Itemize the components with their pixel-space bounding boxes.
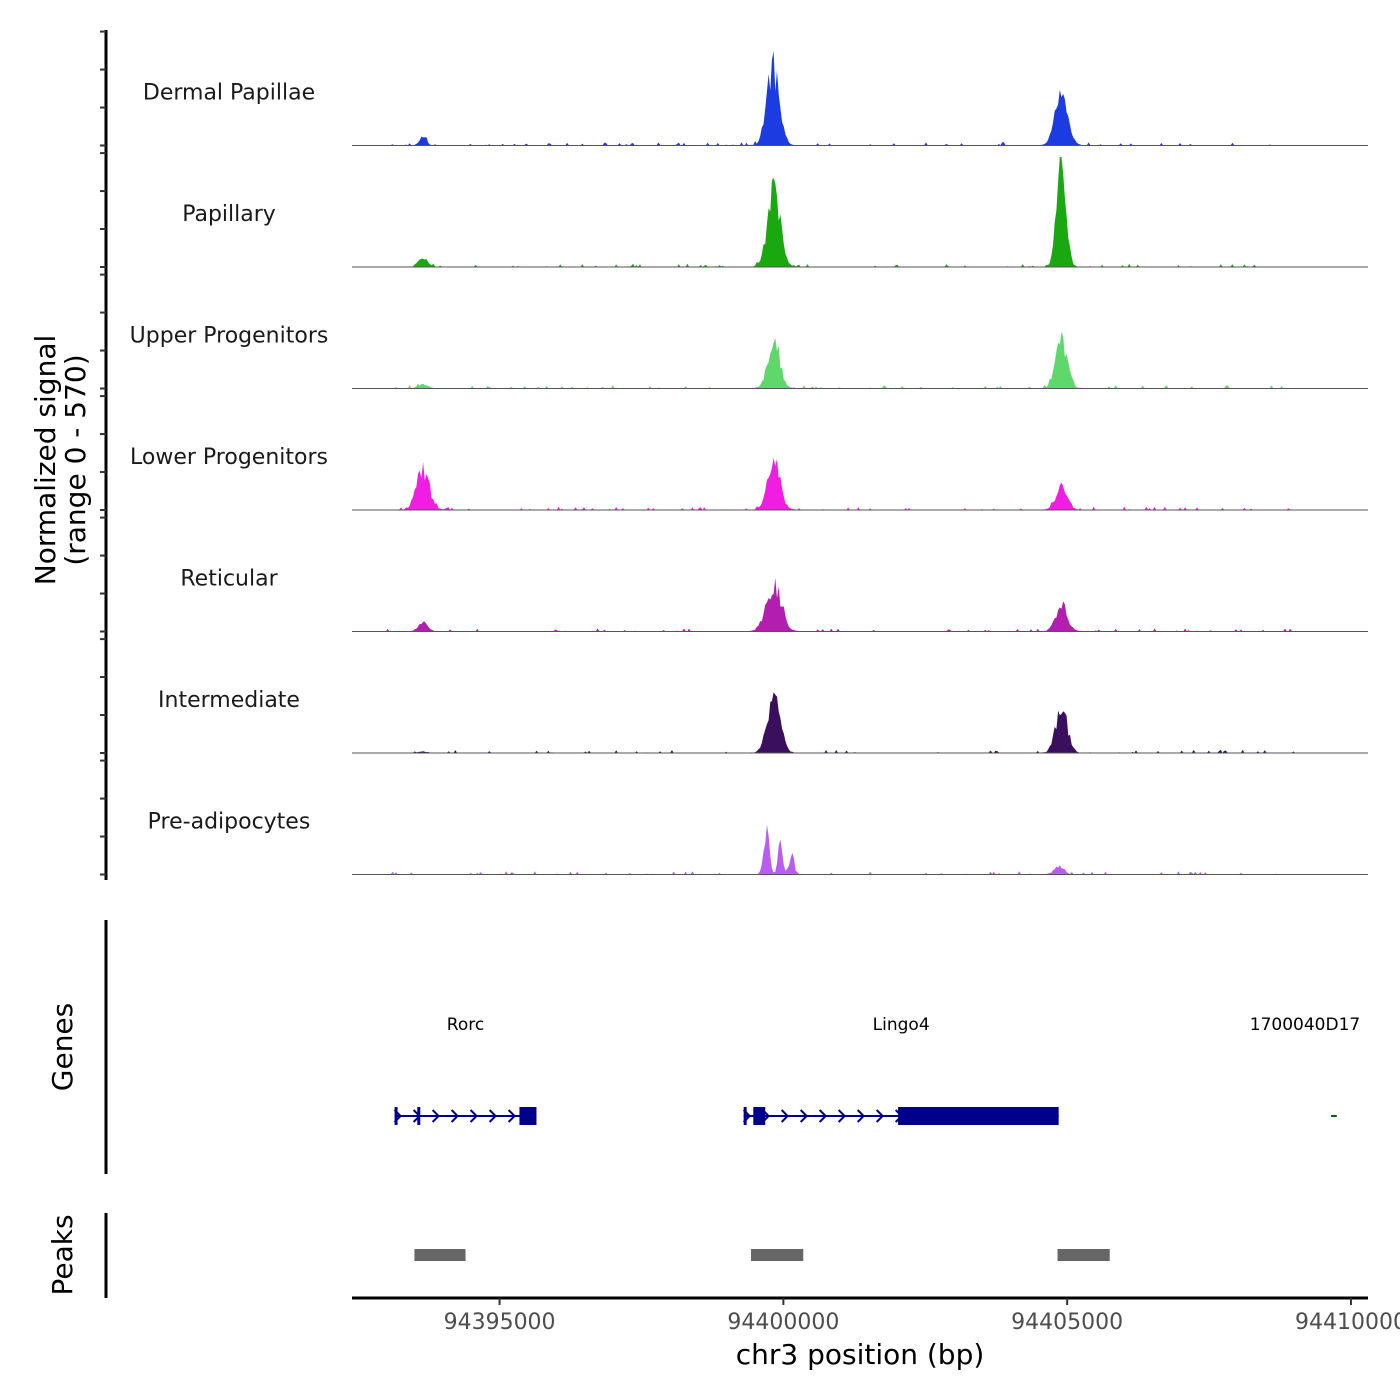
track-signal-area: [352, 157, 1368, 267]
gene-label: Rorc: [447, 1015, 484, 1035]
peaks-panel: Peaks: [46, 1213, 1110, 1298]
track-signal-area: [352, 578, 1368, 632]
x-tick-label: 94410000: [1295, 1310, 1400, 1335]
gene-label: 1700040D17: [1250, 1015, 1360, 1035]
track-pre-adipocytes: Pre-adipocytes: [148, 810, 1368, 875]
track-signal-area: [352, 51, 1368, 146]
track-signal-area: [352, 331, 1368, 389]
strand-chevron: [507, 1109, 516, 1123]
track-label: Reticular: [180, 567, 278, 592]
genes-panel-label: Genes: [46, 1003, 79, 1091]
strand-chevron: [856, 1109, 866, 1123]
track-intermediate: Intermediate: [158, 688, 1368, 754]
genes-panel: Genes Rorc Lingo4 1700040D17: [46, 920, 1360, 1174]
strand-chevron: [818, 1109, 828, 1123]
peak-region-bar: [1057, 1249, 1110, 1261]
gene-exon: [743, 1107, 747, 1125]
track-dermal-papillae: Dermal Papillae: [143, 51, 1368, 146]
gene-label: Lingo4: [873, 1015, 930, 1035]
track-reticular: Reticular: [180, 567, 1368, 632]
y-axis-title-line2: (range 0 - 570): [59, 354, 92, 565]
track-signal-area: [352, 457, 1368, 510]
strand-chevron: [799, 1109, 809, 1123]
gene-rorc: Rorc: [393, 1015, 537, 1125]
gene-exon: [394, 1107, 398, 1125]
strand-chevron: [780, 1109, 790, 1123]
peak-region-bar: [751, 1249, 804, 1261]
gene-models: Rorc Lingo4 1700040D17: [393, 1015, 1360, 1125]
track-signal-area: [352, 824, 1368, 875]
peak-region-bar: [414, 1249, 466, 1261]
track-label: Upper Progenitors: [130, 324, 329, 349]
track-label: Papillary: [182, 202, 276, 227]
strand-chevron: [469, 1109, 478, 1123]
track-signal-area: [352, 692, 1368, 753]
strand-chevron: [431, 1109, 440, 1123]
strand-chevron: [488, 1109, 497, 1123]
gene-exon: [753, 1107, 766, 1125]
gene-1700040d17: 1700040D17: [1250, 1015, 1360, 1117]
track-label: Dermal Papillae: [143, 81, 315, 106]
peak-regions: [414, 1249, 1110, 1261]
strand-chevron: [837, 1109, 847, 1123]
gene-exon: [417, 1107, 421, 1125]
gene-exon: [519, 1107, 537, 1125]
track-upper-progenitors: Upper Progenitors: [130, 324, 1368, 389]
track-papillary: Papillary: [182, 157, 1368, 268]
strand-chevron: [875, 1109, 885, 1123]
coverage-tracks: Dermal Papillae Papillary Upper Progenitor…: [130, 51, 1368, 875]
x-axis-title: chr3 position (bp): [736, 1338, 985, 1371]
y-axis-title-line1: Normalized signal: [29, 335, 62, 586]
gene-exon: [898, 1107, 1059, 1125]
gene-lingo4: Lingo4: [742, 1015, 1059, 1125]
track-label: Intermediate: [158, 688, 300, 713]
track-label: Pre-adipocytes: [148, 810, 311, 835]
x-tick-label: 94405000: [1011, 1310, 1123, 1335]
x-tick-label: 94395000: [444, 1310, 556, 1335]
x-tick-label: 94400000: [727, 1310, 839, 1335]
peaks-panel-label: Peaks: [46, 1214, 79, 1295]
coverage-y-axis: [100, 30, 108, 880]
track-label: Lower Progenitors: [130, 445, 328, 470]
track-lower-progenitors: Lower Progenitors: [130, 445, 1368, 511]
strand-chevron: [450, 1109, 459, 1123]
x-axis: 94395000 94400000 94405000 94410000: [352, 1296, 1400, 1335]
y-axis-title: Normalized signal (range 0 - 570): [29, 335, 92, 586]
